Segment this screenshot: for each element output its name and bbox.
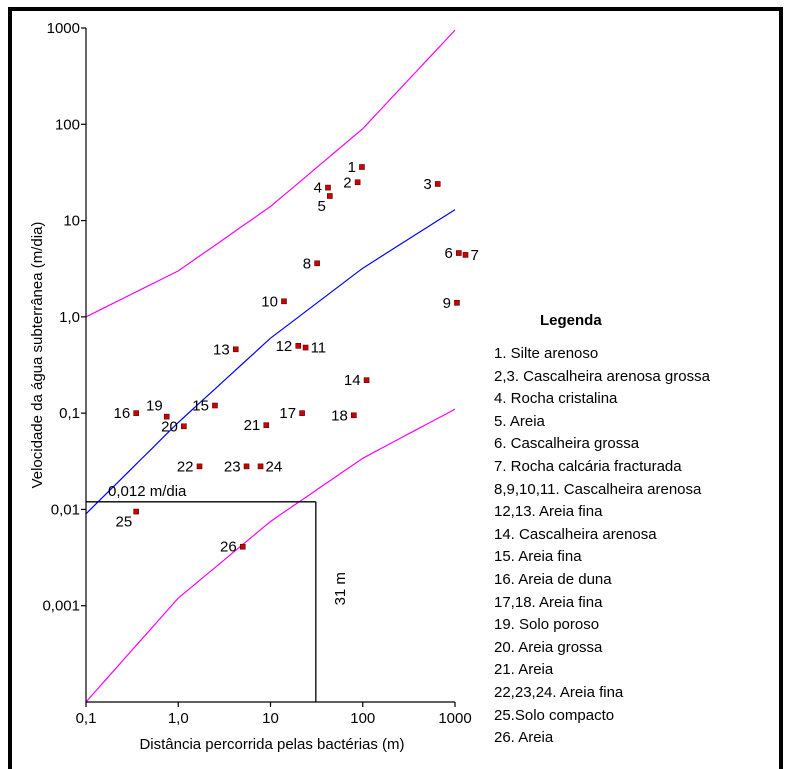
legend: Legenda 1. Silte arenoso 2,3. Cascalheira… bbox=[494, 312, 786, 750]
y-axis-title: Velocidade da água subterrânea (m/dia) bbox=[29, 222, 46, 489]
data-point-18 bbox=[351, 412, 357, 419]
point-label-12: 12 bbox=[276, 338, 293, 355]
legend-item: 2,3. Cascalheira arenosa grossa bbox=[494, 367, 710, 385]
point-label-10: 10 bbox=[261, 293, 278, 310]
y-tick-label: 100 bbox=[55, 116, 80, 133]
data-point-15 bbox=[212, 402, 218, 409]
legend-item: 21. Areia bbox=[494, 661, 554, 679]
data-point-9 bbox=[454, 299, 460, 306]
velocity-annotation: 0,012 m/dia bbox=[108, 483, 187, 500]
point-label-16: 16 bbox=[114, 405, 131, 422]
y-tick-label: 1000 bbox=[47, 20, 80, 37]
point-label-2: 2 bbox=[343, 174, 351, 191]
y-tick-label: 1,0 bbox=[59, 309, 80, 326]
data-point-2 bbox=[354, 179, 361, 186]
point-label-11: 11 bbox=[311, 340, 327, 357]
data-point-21 bbox=[263, 422, 270, 428]
axes: 0,001 0,01 0,1 1,0 10 100 1000 0,1 1,0 10 100 1000 bbox=[42, 20, 471, 727]
data-point-22 bbox=[196, 463, 203, 470]
y-tick-label: 10 bbox=[63, 213, 80, 230]
point-label-7: 7 bbox=[471, 247, 479, 264]
legend-item: 20. Areia grossa bbox=[494, 638, 603, 656]
data-point-14 bbox=[363, 377, 370, 383]
legend-item: 6. Cascalheira grossa bbox=[494, 435, 640, 453]
x-tick-label: 1,0 bbox=[168, 710, 189, 727]
envelope-curves bbox=[85, 29, 456, 703]
point-label-17: 17 bbox=[279, 405, 296, 422]
point-label-20: 20 bbox=[161, 418, 178, 435]
data-point-3 bbox=[434, 181, 441, 187]
data-point-5 bbox=[327, 193, 333, 199]
point-label-4: 4 bbox=[314, 180, 322, 197]
data-point-6 bbox=[456, 250, 462, 256]
legend-item: 5. Areia bbox=[494, 412, 545, 430]
data-point-25 bbox=[133, 508, 139, 515]
data-point-24 bbox=[257, 463, 264, 470]
legend-item: 12,13. Areia fina bbox=[494, 503, 603, 521]
data-point-13 bbox=[232, 346, 239, 353]
point-label-18: 18 bbox=[331, 407, 348, 424]
annotation-box: 0,012 m/dia 31 m bbox=[86, 483, 349, 702]
point-label-26: 26 bbox=[220, 539, 237, 556]
data-point-26 bbox=[239, 543, 246, 550]
x-tick-label: 0,1 bbox=[76, 710, 97, 727]
point-label-23: 23 bbox=[224, 458, 241, 475]
legend-item: 7. Rocha calcária fracturada bbox=[494, 457, 682, 475]
point-label-13: 13 bbox=[213, 341, 230, 358]
y-tick-label: 0,01 bbox=[51, 501, 80, 518]
legend-item: 16. Areia de duna bbox=[494, 570, 612, 588]
point-label-14: 14 bbox=[344, 372, 361, 389]
point-label-21: 21 bbox=[244, 417, 261, 434]
legend-item: 14. Cascalheira arenosa bbox=[494, 525, 657, 543]
point-label-6: 6 bbox=[444, 245, 452, 262]
data-point-4 bbox=[325, 184, 331, 191]
data-point-23 bbox=[243, 463, 250, 470]
point-label-22: 22 bbox=[177, 458, 194, 475]
point-label-19: 19 bbox=[146, 398, 163, 415]
upper-envelope-curve bbox=[85, 29, 456, 318]
legend-item: 22,23,24. Areia fina bbox=[494, 683, 624, 701]
legend-item: 1. Silte arenoso bbox=[494, 345, 599, 362]
x-tick-label: 10 bbox=[262, 710, 279, 727]
point-label-1: 1 bbox=[348, 159, 356, 176]
lower-envelope-curve bbox=[85, 408, 456, 703]
y-tick-label: 0,1 bbox=[59, 405, 80, 422]
point-label-8: 8 bbox=[303, 255, 311, 272]
point-label-15: 15 bbox=[192, 398, 209, 415]
legend-item: 19. Solo poroso bbox=[494, 616, 600, 634]
y-tick-label: 0,001 bbox=[42, 598, 80, 615]
data-point-12 bbox=[295, 343, 302, 349]
point-label-5: 5 bbox=[318, 198, 326, 215]
data-point-8 bbox=[314, 260, 320, 267]
legend-item: 25.Solo compacto bbox=[494, 706, 615, 724]
data-point-10 bbox=[281, 298, 287, 305]
legend-item: 4. Rocha cristalina bbox=[494, 390, 618, 408]
point-label-3: 3 bbox=[423, 176, 431, 193]
data-point-1 bbox=[359, 164, 365, 170]
x-tick-label: 100 bbox=[350, 710, 375, 727]
data-point-19 bbox=[163, 413, 170, 420]
legend-item: 17,18. Areia fina bbox=[494, 593, 603, 611]
point-label-24: 24 bbox=[266, 458, 283, 475]
x-tick-label: 1000 bbox=[438, 710, 471, 727]
legend-item: 26. Areia bbox=[494, 729, 554, 747]
point-label-25: 25 bbox=[116, 514, 133, 531]
legend-items: 1. Silte arenoso 2,3. Cascalheira arenosa… bbox=[494, 343, 786, 750]
data-point-16 bbox=[133, 410, 139, 416]
data-point-7 bbox=[462, 252, 469, 258]
point-label-9: 9 bbox=[443, 295, 451, 312]
data-point-11 bbox=[302, 344, 309, 351]
central-trend-line bbox=[85, 209, 456, 515]
legend-item: 15. Areia fina bbox=[494, 548, 582, 566]
legend-item: 8,9,10,11. Cascalheira arenosa bbox=[494, 480, 702, 498]
legend-title: Legenda bbox=[540, 312, 602, 329]
data-point-17 bbox=[299, 410, 305, 416]
data-point-20 bbox=[181, 423, 187, 430]
distance-annotation: 31 m bbox=[332, 572, 349, 605]
x-axis-title: Distância percorrida pelas bactérias (m) bbox=[139, 736, 404, 753]
